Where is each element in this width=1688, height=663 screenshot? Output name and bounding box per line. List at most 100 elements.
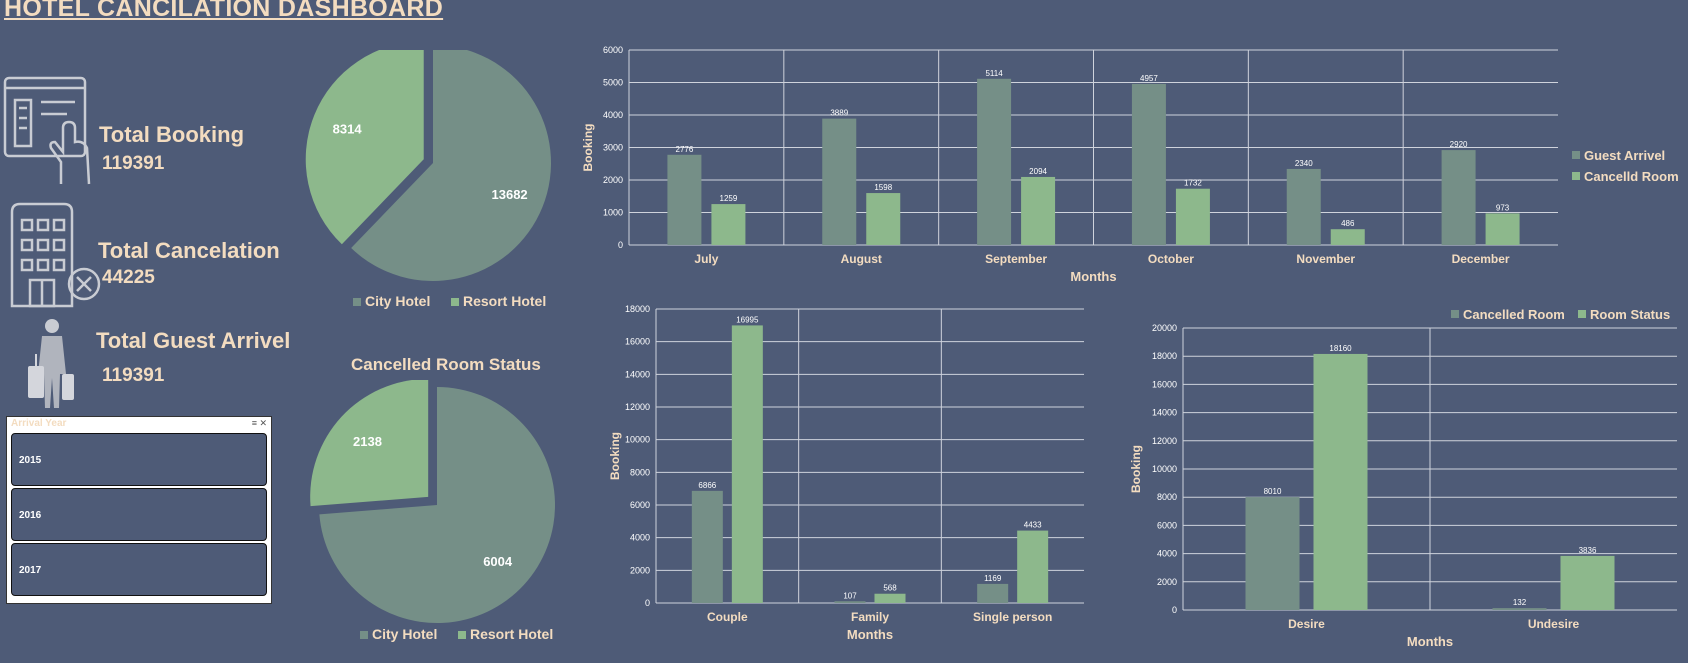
- legend-swatch: [1572, 172, 1580, 180]
- legend-swatch: [353, 298, 361, 306]
- pie-data-label: 13682: [492, 187, 528, 202]
- y-tick-label: 18000: [625, 304, 650, 314]
- clear-filter-icon[interactable]: ≡ ✕: [251, 418, 267, 428]
- bar-data-label: 568: [883, 584, 897, 593]
- total-guest-arrival-label: Total Guest Arrivel: [96, 328, 291, 353]
- bar-data-label: 1598: [874, 183, 892, 192]
- legend-label: Guest Arrivel: [1584, 148, 1665, 163]
- legend-label: Resort Hotel: [470, 626, 553, 642]
- bar: [822, 118, 857, 245]
- total-cancelation-label: Total Cancelation: [98, 238, 280, 263]
- y-tick-label: 12000: [625, 402, 650, 412]
- cancelled-room-pie-chart: 6004 2138 City Hotel Resort Hotel: [310, 380, 555, 642]
- total-booking-value: 119391: [102, 153, 165, 174]
- bar-data-label: 4433: [1024, 521, 1042, 530]
- x-tick-label: November: [1296, 252, 1355, 266]
- pie-data-label: 8314: [333, 121, 363, 136]
- bar-data-label: 1259: [720, 194, 738, 203]
- bar: [1485, 213, 1520, 245]
- bar: [1560, 555, 1615, 610]
- y-axis-label: Booking: [1129, 445, 1143, 493]
- slicer-item-2017[interactable]: 2017: [11, 543, 267, 596]
- x-axis-label: Months: [1407, 634, 1453, 649]
- bar: [1330, 229, 1365, 245]
- pie-slice: [351, 50, 551, 281]
- total-booking-label: Total Booking: [99, 122, 245, 147]
- bar-data-label: 8010: [1264, 487, 1282, 496]
- x-tick-label: October: [1148, 252, 1194, 266]
- y-tick-label: 16000: [625, 337, 650, 347]
- bar-data-label: 16995: [736, 315, 759, 324]
- customer-type-bar-chart: 0 2000 4000 6000 8000 10000 12000 14000 16000 180…: [608, 304, 1084, 642]
- y-tick-label: 6000: [1157, 520, 1177, 530]
- legend-label: City Hotel: [365, 293, 430, 309]
- legend-label: Room Status: [1590, 307, 1670, 322]
- slicer-item-label: 2015: [19, 455, 42, 466]
- slicer-item-label: 2016: [19, 510, 42, 521]
- y-tick-label: 5000: [603, 78, 623, 88]
- x-tick-label: December: [1452, 252, 1510, 266]
- bar: [731, 325, 763, 603]
- x-axis-label: Months: [1070, 269, 1116, 284]
- hotel-building-cancel-icon: [6, 198, 102, 308]
- y-tick-label: 10000: [625, 435, 650, 445]
- traveler-luggage-icon: [24, 318, 80, 410]
- x-tick-label: August: [841, 252, 882, 266]
- legend-label: Cancelled Room: [1463, 307, 1565, 322]
- bar: [691, 490, 723, 603]
- bar-data-label: 107: [843, 591, 857, 600]
- bar-data-label: 5114: [985, 69, 1003, 78]
- bar: [1441, 150, 1476, 245]
- y-tick-label: 4000: [630, 533, 650, 543]
- bar-data-label: 2776: [676, 145, 694, 154]
- y-tick-label: 14000: [625, 369, 650, 379]
- legend-swatch: [458, 631, 466, 639]
- bar-data-label: 486: [1341, 219, 1355, 228]
- y-tick-label: 18000: [1152, 351, 1177, 361]
- bar-data-label: 18160: [1329, 344, 1352, 353]
- y-axis-label: Booking: [581, 124, 595, 172]
- bar: [977, 78, 1012, 245]
- y-tick-label: 0: [645, 598, 650, 608]
- bar: [1313, 353, 1368, 610]
- bar: [874, 593, 906, 603]
- legend-swatch: [1572, 151, 1580, 159]
- hotel-booking-icon: [3, 76, 91, 186]
- bar-data-label: 3836: [1579, 546, 1597, 555]
- booking-pie-chart: 13682 8314 City Hotel Resort Hotel: [305, 50, 551, 309]
- pie-slice: [310, 380, 429, 507]
- bar-data-label: 1169: [984, 574, 1002, 583]
- bar: [1021, 176, 1056, 245]
- y-tick-label: 4000: [603, 110, 623, 120]
- slicer-item-2015[interactable]: 2015: [11, 433, 267, 486]
- total-guest-arrival-value: 119391: [102, 365, 165, 386]
- y-tick-label: 6000: [630, 500, 650, 510]
- months-bar-chart: 0 1000 2000 3000 4000 5000 6000 2776 1259 July 388…: [581, 45, 1679, 284]
- pie-data-label: 2138: [353, 434, 382, 449]
- slicer-item-2016[interactable]: 2016: [11, 488, 267, 541]
- bar: [711, 204, 746, 245]
- legend-label: City Hotel: [372, 626, 437, 642]
- x-tick-label: Family: [851, 610, 889, 624]
- x-axis-label: Months: [847, 627, 893, 642]
- x-tick-label: Undesire: [1528, 617, 1580, 631]
- legend-swatch: [1451, 310, 1459, 318]
- bar: [1492, 608, 1547, 610]
- x-tick-label: July: [694, 252, 718, 266]
- x-tick-label: Single person: [973, 610, 1052, 624]
- y-tick-label: 2000: [1157, 577, 1177, 587]
- legend-label: Resort Hotel: [463, 293, 546, 309]
- x-tick-label: Couple: [707, 610, 748, 624]
- slicer-header: Arrival Year: [11, 418, 67, 429]
- bar-data-label: 2920: [1450, 140, 1468, 149]
- legend-label: Cancelld Room: [1584, 169, 1679, 184]
- arrival-year-slicer[interactable]: Arrival Year ≡ ✕ 2015 2016 2017: [6, 416, 272, 604]
- bar: [1286, 168, 1321, 245]
- legend-swatch: [360, 631, 368, 639]
- y-tick-label: 0: [1172, 605, 1177, 615]
- y-tick-label: 0: [618, 240, 623, 250]
- bar-data-label: 132: [1513, 598, 1527, 607]
- y-tick-label: 8000: [1157, 492, 1177, 502]
- bar-data-label: 1732: [1184, 179, 1202, 188]
- dashboard-title: HOTEL CANCILATION DASHBOARD: [4, 0, 444, 22]
